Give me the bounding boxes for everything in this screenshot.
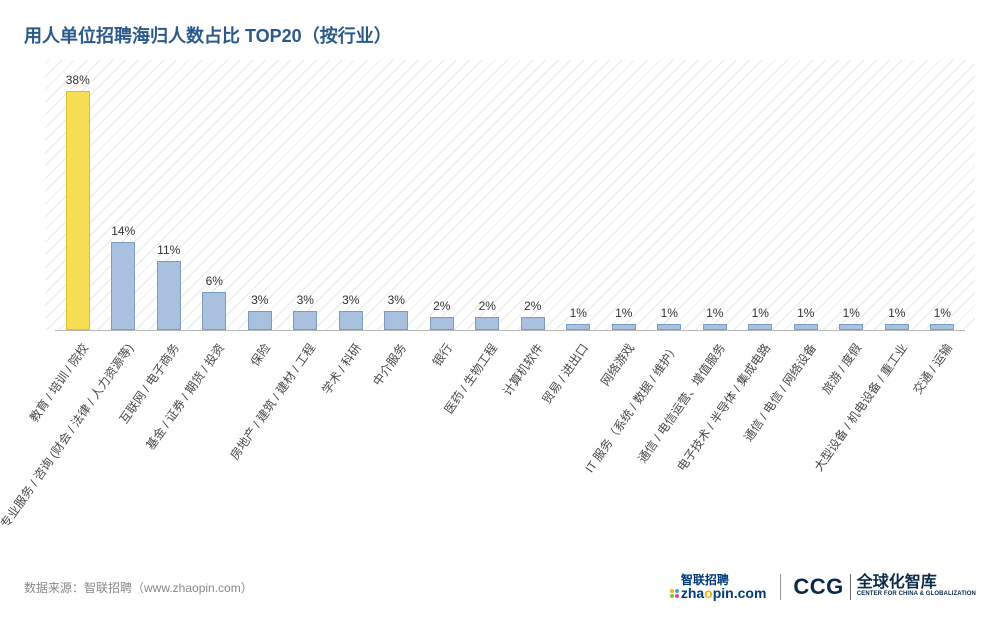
bar-slot: 1% bbox=[783, 306, 829, 330]
bar-slot: 3% bbox=[283, 293, 329, 330]
zhaopin-logo: 智联招聘 zhaopin.com bbox=[670, 574, 767, 600]
bar-value-label: 2% bbox=[433, 299, 450, 313]
bars-container: 38% 14% 11% 6% 3% 3% 3% 3% 2% 2% 2% 1% 1% 1% 1% 1% 1% 1% 1… bbox=[45, 60, 975, 330]
bar-slot: 14% bbox=[101, 224, 147, 330]
ccg-en: CENTER FOR CHINA & GLOBALIZATION bbox=[857, 591, 976, 598]
bar bbox=[430, 317, 454, 330]
bar-slot: 1% bbox=[874, 306, 920, 330]
bar bbox=[339, 311, 363, 330]
bar-value-label: 1% bbox=[934, 306, 951, 320]
bar-slot: 3% bbox=[237, 293, 283, 330]
bar-slot: 2% bbox=[419, 299, 465, 330]
chart-title: 用人单位招聘海归人数占比 TOP20（按行业） bbox=[24, 22, 392, 48]
chart-area: 38% 14% 11% 6% 3% 3% 3% 3% 2% 2% 2% 1% 1% 1% 1% 1% 1% 1% 1… bbox=[45, 60, 975, 550]
bar-slot: 1% bbox=[601, 306, 647, 330]
data-source-text: 数据来源：智联招聘（www.zhaopin.com） bbox=[24, 579, 253, 596]
x-label-slot: 基金 / 证券 / 期货 / 投资 bbox=[192, 330, 238, 550]
bar-value-label: 3% bbox=[388, 293, 405, 307]
bar-value-label: 6% bbox=[206, 274, 223, 288]
bar-value-label: 1% bbox=[615, 306, 632, 320]
x-label-slot: 医药 / 生物工程 bbox=[465, 330, 511, 550]
x-category-label: 银行 bbox=[428, 340, 456, 369]
x-label-slot: 贸易 / 进出口 bbox=[556, 330, 602, 550]
bar-value-label: 3% bbox=[297, 293, 314, 307]
x-category-label: 网络游戏 bbox=[596, 340, 637, 389]
bar-slot: 1% bbox=[647, 306, 693, 330]
zhaopin-dots-icon bbox=[670, 589, 679, 600]
bar-value-label: 1% bbox=[752, 306, 769, 320]
bar-value-label: 3% bbox=[342, 293, 359, 307]
x-labels-container: 教育 / 培训 / 院校专业服务 / 咨询 (财会 / 法律 / 人力资源等)互… bbox=[45, 330, 975, 550]
bar-value-label: 1% bbox=[661, 306, 678, 320]
bar-value-label: 14% bbox=[111, 224, 135, 238]
bar bbox=[248, 311, 272, 330]
bar-value-label: 1% bbox=[797, 306, 814, 320]
bar-value-label: 1% bbox=[570, 306, 587, 320]
bar bbox=[521, 317, 545, 330]
bar-slot: 1% bbox=[692, 306, 738, 330]
x-label-slot: 电子技术 / 半导体 / 集成电路 bbox=[738, 330, 784, 550]
x-label-slot: 中介服务 bbox=[374, 330, 420, 550]
ccg-logo: CCG 全球化智库 CENTER FOR CHINA & GLOBALIZATI… bbox=[780, 574, 976, 600]
bar-slot: 1% bbox=[829, 306, 875, 330]
bar-value-label: 1% bbox=[888, 306, 905, 320]
bar-slot: 11% bbox=[146, 243, 192, 330]
x-label-slot: 房地产 / 建筑 / 建材 / 工程 bbox=[283, 330, 329, 550]
bar-slot: 1% bbox=[738, 306, 784, 330]
x-label-slot: 银行 bbox=[419, 330, 465, 550]
bar-value-label: 11% bbox=[157, 243, 180, 257]
bar bbox=[475, 317, 499, 330]
ccg-cn: 全球化智库 bbox=[857, 575, 976, 591]
x-label-slot: 交通 / 运输 bbox=[920, 330, 966, 550]
bar-value-label: 2% bbox=[479, 299, 496, 313]
bar-value-label: 2% bbox=[524, 299, 541, 313]
bar-slot: 2% bbox=[465, 299, 511, 330]
bar bbox=[157, 261, 181, 330]
bar-value-label: 38% bbox=[66, 73, 90, 87]
bar bbox=[111, 242, 135, 330]
x-label-slot: 大型设备 / 机电设备 / 重工业 bbox=[874, 330, 920, 550]
x-label-slot: 计算机软件 bbox=[510, 330, 556, 550]
x-label-slot: 通信 / 电信 / 网络设备 bbox=[783, 330, 829, 550]
x-category-label: 中介服务 bbox=[369, 340, 410, 389]
x-category-label: 保险 bbox=[246, 340, 274, 369]
bar bbox=[202, 292, 226, 330]
bar-value-label: 1% bbox=[843, 306, 860, 320]
bar-slot: 1% bbox=[920, 306, 966, 330]
bar-value-label: 1% bbox=[706, 306, 723, 320]
bar-slot: 3% bbox=[328, 293, 374, 330]
bar-slot: 3% bbox=[374, 293, 420, 330]
zhaopin-text: 智联招聘 zhaopin.com bbox=[681, 574, 767, 600]
bar bbox=[293, 311, 317, 330]
bar bbox=[384, 311, 408, 330]
ccg-main: CCG bbox=[793, 574, 850, 600]
bar-slot: 2% bbox=[510, 299, 556, 330]
x-label-slot: 学术 / 科研 bbox=[328, 330, 374, 550]
logo-row: 智联招聘 zhaopin.com CCG 全球化智库 CENTER FOR CH… bbox=[670, 574, 976, 600]
bar-slot: 1% bbox=[556, 306, 602, 330]
bar-slot: 38% bbox=[55, 73, 101, 330]
bar bbox=[66, 91, 90, 330]
x-label-slot: 专业服务 / 咨询 (财会 / 法律 / 人力资源等) bbox=[101, 330, 147, 550]
bar-value-label: 3% bbox=[251, 293, 268, 307]
zhaopin-en: zhaopin.com bbox=[681, 586, 767, 600]
bar-slot: 6% bbox=[192, 274, 238, 330]
